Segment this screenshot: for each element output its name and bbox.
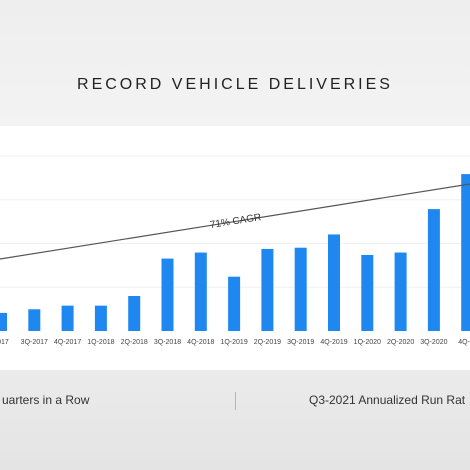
- bar-3Q-2019: [294, 247, 307, 331]
- x-tick-label: 1Q-2020: [354, 339, 381, 346]
- x-tick-label: 1Q-2018: [87, 339, 114, 346]
- bar-4Q-2017: [61, 305, 74, 331]
- bar-chart: 2017 3Q-2017 4Q-2017 1Q-2018 2Q-2018 3Q-2018 4…: [0, 155, 470, 346]
- bar-4Q-2018: [194, 252, 207, 331]
- cagr-trendline: [0, 183, 470, 260]
- bar-1Q-2019: [228, 276, 241, 331]
- slide-footer: uarters in a Row Q3-2021 Annualized Run …: [0, 370, 470, 470]
- footer-left-text: uarters in a Row: [2, 393, 90, 407]
- bar-4Q-2019: [328, 234, 340, 331]
- x-tick-label: 2017: [0, 339, 9, 346]
- x-tick-label: 4Q-2017: [54, 339, 81, 346]
- x-tick-label: 4Q-2019: [320, 339, 347, 346]
- x-tick-label: 3Q-2017: [21, 339, 48, 346]
- x-tick-label: 2Q-2018: [121, 339, 148, 346]
- footer-divider: [235, 392, 236, 410]
- chart-panel: 2017 3Q-2017 4Q-2017 1Q-2018 2Q-2018 3Q-2018 4…: [0, 126, 470, 370]
- bar-4Q-2(: [461, 174, 470, 331]
- bar-1Q-2018: [94, 305, 107, 331]
- x-tick-label: 3Q-2020: [420, 339, 447, 346]
- x-tick-label: 3Q-2019: [287, 339, 314, 346]
- x-tick-label: 4Q-2018: [187, 339, 214, 346]
- bar-2Q-2018: [128, 296, 141, 331]
- slide-header-area: [0, 0, 470, 126]
- bar-2017: [0, 312, 7, 331]
- cagr-annotation: 71% CAGR: [209, 212, 262, 231]
- chart-title: RECORD VEHICLE DELIVERIES: [77, 76, 393, 93]
- bar-1Q-2020: [361, 254, 374, 331]
- bar-2Q-2019: [261, 248, 274, 331]
- footer-right-text: Q3-2021 Annualized Run Rat: [309, 393, 466, 407]
- bar-3Q-2020: [427, 209, 440, 331]
- bar-2Q-2020: [394, 252, 407, 331]
- x-tick-label: 4Q-2(: [458, 339, 470, 346]
- x-tick-label: 3Q-2018: [154, 339, 181, 346]
- bar-3Q-2018: [161, 258, 174, 331]
- x-tick-label: 2Q-2019: [254, 339, 281, 346]
- x-tick-label: 1Q-2019: [220, 339, 247, 346]
- x-tick-label: 2Q-2020: [387, 339, 414, 346]
- bar-3Q-2017: [28, 309, 41, 331]
